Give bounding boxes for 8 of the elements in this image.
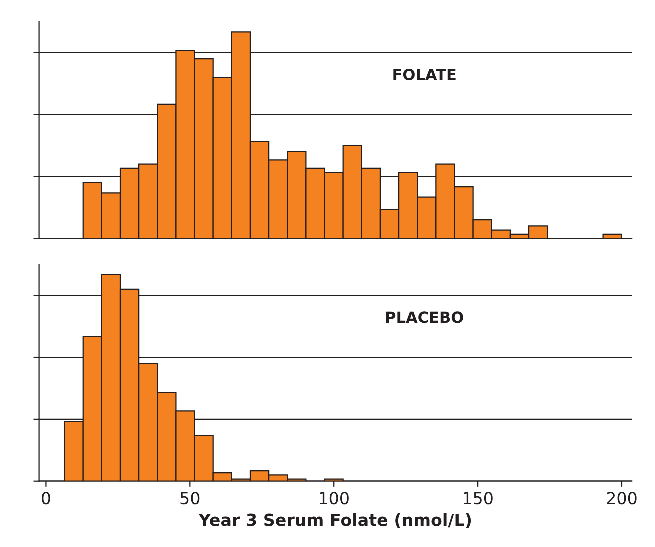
annotation: PLACEBO	[386, 312, 464, 324]
x-tick-label: 150	[464, 492, 493, 505]
x-tick-label: 200	[607, 492, 637, 505]
annotation: FOLATE	[394, 68, 456, 80]
x-tick-label: 0	[42, 492, 50, 505]
x-axis-title: Year 3 Serum Folate (nmol/L)	[198, 513, 472, 528]
x-tick-label: 50	[180, 492, 200, 505]
x-tick-label: 100	[320, 492, 349, 505]
